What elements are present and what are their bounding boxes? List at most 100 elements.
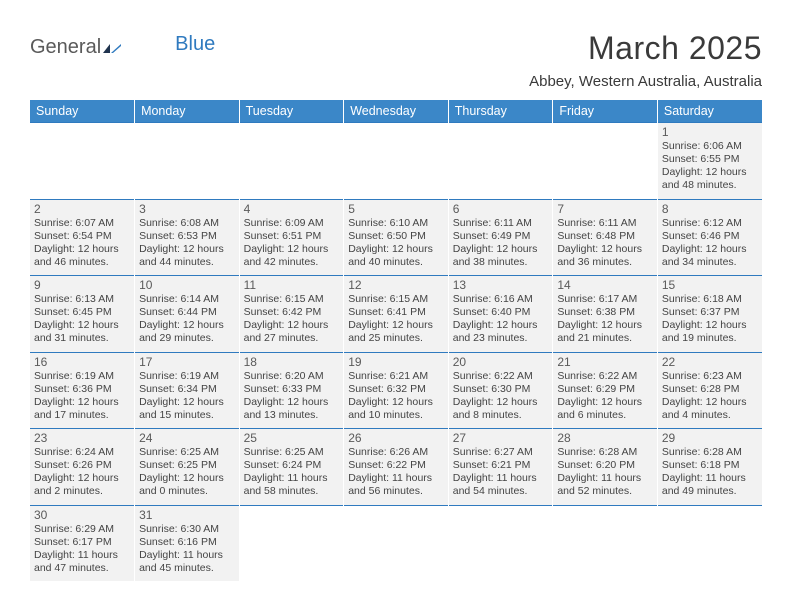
day-number: 6: [453, 202, 549, 216]
day-info: Sunrise: 6:24 AMSunset: 6:26 PMDaylight:…: [34, 446, 130, 499]
day-info: Sunrise: 6:29 AMSunset: 6:17 PMDaylight:…: [34, 523, 130, 576]
calendar-day-cell: [344, 505, 449, 581]
day-number: 13: [453, 278, 549, 292]
day-number: 14: [557, 278, 653, 292]
weekday-header: Thursday: [448, 100, 553, 123]
header: General Blue March 2025 Abbey, Western A…: [30, 30, 762, 98]
calendar-week-row: 16Sunrise: 6:19 AMSunset: 6:36 PMDayligh…: [30, 352, 762, 429]
calendar-day-cell: 16Sunrise: 6:19 AMSunset: 6:36 PMDayligh…: [30, 352, 135, 429]
calendar-day-cell: 11Sunrise: 6:15 AMSunset: 6:42 PMDayligh…: [239, 276, 344, 353]
weekday-header: Friday: [553, 100, 658, 123]
logo: General Blue: [30, 36, 215, 59]
day-info: Sunrise: 6:13 AMSunset: 6:45 PMDaylight:…: [34, 293, 130, 346]
calendar-day-cell: [553, 505, 658, 581]
calendar-day-cell: 13Sunrise: 6:16 AMSunset: 6:40 PMDayligh…: [448, 276, 553, 353]
calendar-day-cell: [448, 505, 553, 581]
calendar-day-cell: 20Sunrise: 6:22 AMSunset: 6:30 PMDayligh…: [448, 352, 553, 429]
day-info: Sunrise: 6:26 AMSunset: 6:22 PMDaylight:…: [348, 446, 444, 499]
day-info: Sunrise: 6:08 AMSunset: 6:53 PMDaylight:…: [139, 217, 235, 270]
day-info: Sunrise: 6:23 AMSunset: 6:28 PMDaylight:…: [662, 370, 758, 423]
day-info: Sunrise: 6:30 AMSunset: 6:16 PMDaylight:…: [139, 523, 235, 576]
day-number: 7: [557, 202, 653, 216]
calendar-day-cell: 29Sunrise: 6:28 AMSunset: 6:18 PMDayligh…: [657, 429, 762, 506]
day-info: Sunrise: 6:19 AMSunset: 6:34 PMDaylight:…: [139, 370, 235, 423]
day-info: Sunrise: 6:10 AMSunset: 6:50 PMDaylight:…: [348, 217, 444, 270]
calendar-day-cell: 30Sunrise: 6:29 AMSunset: 6:17 PMDayligh…: [30, 505, 135, 581]
day-info: Sunrise: 6:22 AMSunset: 6:29 PMDaylight:…: [557, 370, 653, 423]
calendar-day-cell: 12Sunrise: 6:15 AMSunset: 6:41 PMDayligh…: [344, 276, 449, 353]
day-number: 11: [244, 278, 340, 292]
day-number: 22: [662, 355, 758, 369]
calendar-day-cell: 4Sunrise: 6:09 AMSunset: 6:51 PMDaylight…: [239, 199, 344, 276]
day-number: 31: [139, 508, 235, 522]
calendar-day-cell: 28Sunrise: 6:28 AMSunset: 6:20 PMDayligh…: [553, 429, 658, 506]
day-info: Sunrise: 6:25 AMSunset: 6:24 PMDaylight:…: [244, 446, 340, 499]
day-info: Sunrise: 6:19 AMSunset: 6:36 PMDaylight:…: [34, 370, 130, 423]
day-number: 21: [557, 355, 653, 369]
day-info: Sunrise: 6:11 AMSunset: 6:48 PMDaylight:…: [557, 217, 653, 270]
day-info: Sunrise: 6:21 AMSunset: 6:32 PMDaylight:…: [348, 370, 444, 423]
day-number: 5: [348, 202, 444, 216]
weekday-header: Saturday: [657, 100, 762, 123]
calendar-day-cell: 5Sunrise: 6:10 AMSunset: 6:50 PMDaylight…: [344, 199, 449, 276]
weekday-header-row: Sunday Monday Tuesday Wednesday Thursday…: [30, 100, 762, 123]
calendar-day-cell: 8Sunrise: 6:12 AMSunset: 6:46 PMDaylight…: [657, 199, 762, 276]
calendar-day-cell: 2Sunrise: 6:07 AMSunset: 6:54 PMDaylight…: [30, 199, 135, 276]
logo-text-general: General: [30, 36, 101, 59]
calendar-day-cell: 1Sunrise: 6:06 AMSunset: 6:55 PMDaylight…: [657, 123, 762, 200]
logo-text-blue: Blue: [175, 33, 215, 56]
day-number: 10: [139, 278, 235, 292]
day-number: 20: [453, 355, 549, 369]
day-info: Sunrise: 6:16 AMSunset: 6:40 PMDaylight:…: [453, 293, 549, 346]
day-info: Sunrise: 6:06 AMSunset: 6:55 PMDaylight:…: [662, 140, 758, 193]
calendar-day-cell: 6Sunrise: 6:11 AMSunset: 6:49 PMDaylight…: [448, 199, 553, 276]
calendar-day-cell: 14Sunrise: 6:17 AMSunset: 6:38 PMDayligh…: [553, 276, 658, 353]
calendar-week-row: 2Sunrise: 6:07 AMSunset: 6:54 PMDaylight…: [30, 199, 762, 276]
weekday-header: Sunday: [30, 100, 135, 123]
calendar-day-cell: [657, 505, 762, 581]
calendar-day-cell: 7Sunrise: 6:11 AMSunset: 6:48 PMDaylight…: [553, 199, 658, 276]
day-info: Sunrise: 6:15 AMSunset: 6:41 PMDaylight:…: [348, 293, 444, 346]
calendar-day-cell: 19Sunrise: 6:21 AMSunset: 6:32 PMDayligh…: [344, 352, 449, 429]
day-number: 27: [453, 431, 549, 445]
page-title: March 2025: [529, 30, 762, 67]
weekday-header: Monday: [135, 100, 240, 123]
day-number: 18: [244, 355, 340, 369]
calendar-day-cell: [30, 123, 135, 200]
calendar-day-cell: 22Sunrise: 6:23 AMSunset: 6:28 PMDayligh…: [657, 352, 762, 429]
day-number: 25: [244, 431, 340, 445]
day-number: 17: [139, 355, 235, 369]
day-info: Sunrise: 6:25 AMSunset: 6:25 PMDaylight:…: [139, 446, 235, 499]
calendar-day-cell: [239, 123, 344, 200]
day-info: Sunrise: 6:20 AMSunset: 6:33 PMDaylight:…: [244, 370, 340, 423]
day-number: 30: [34, 508, 130, 522]
day-info: Sunrise: 6:22 AMSunset: 6:30 PMDaylight:…: [453, 370, 549, 423]
day-info: Sunrise: 6:28 AMSunset: 6:18 PMDaylight:…: [662, 446, 758, 499]
location-subtitle: Abbey, Western Australia, Australia: [529, 73, 762, 90]
calendar-day-cell: 15Sunrise: 6:18 AMSunset: 6:37 PMDayligh…: [657, 276, 762, 353]
day-info: Sunrise: 6:12 AMSunset: 6:46 PMDaylight:…: [662, 217, 758, 270]
logo-flag-icon: [103, 38, 123, 50]
day-info: Sunrise: 6:15 AMSunset: 6:42 PMDaylight:…: [244, 293, 340, 346]
day-number: 3: [139, 202, 235, 216]
day-info: Sunrise: 6:11 AMSunset: 6:49 PMDaylight:…: [453, 217, 549, 270]
calendar-day-cell: [135, 123, 240, 200]
day-info: Sunrise: 6:07 AMSunset: 6:54 PMDaylight:…: [34, 217, 130, 270]
day-number: 28: [557, 431, 653, 445]
day-info: Sunrise: 6:17 AMSunset: 6:38 PMDaylight:…: [557, 293, 653, 346]
day-number: 9: [34, 278, 130, 292]
calendar-day-cell: 24Sunrise: 6:25 AMSunset: 6:25 PMDayligh…: [135, 429, 240, 506]
calendar-day-cell: [344, 123, 449, 200]
calendar-day-cell: 18Sunrise: 6:20 AMSunset: 6:33 PMDayligh…: [239, 352, 344, 429]
calendar-day-cell: 31Sunrise: 6:30 AMSunset: 6:16 PMDayligh…: [135, 505, 240, 581]
calendar-day-cell: 17Sunrise: 6:19 AMSunset: 6:34 PMDayligh…: [135, 352, 240, 429]
calendar-table: Sunday Monday Tuesday Wednesday Thursday…: [30, 100, 762, 581]
day-number: 4: [244, 202, 340, 216]
day-info: Sunrise: 6:28 AMSunset: 6:20 PMDaylight:…: [557, 446, 653, 499]
calendar-week-row: 9Sunrise: 6:13 AMSunset: 6:45 PMDaylight…: [30, 276, 762, 353]
calendar-day-cell: 9Sunrise: 6:13 AMSunset: 6:45 PMDaylight…: [30, 276, 135, 353]
calendar-day-cell: 27Sunrise: 6:27 AMSunset: 6:21 PMDayligh…: [448, 429, 553, 506]
day-number: 19: [348, 355, 444, 369]
calendar-day-cell: 3Sunrise: 6:08 AMSunset: 6:53 PMDaylight…: [135, 199, 240, 276]
day-number: 15: [662, 278, 758, 292]
